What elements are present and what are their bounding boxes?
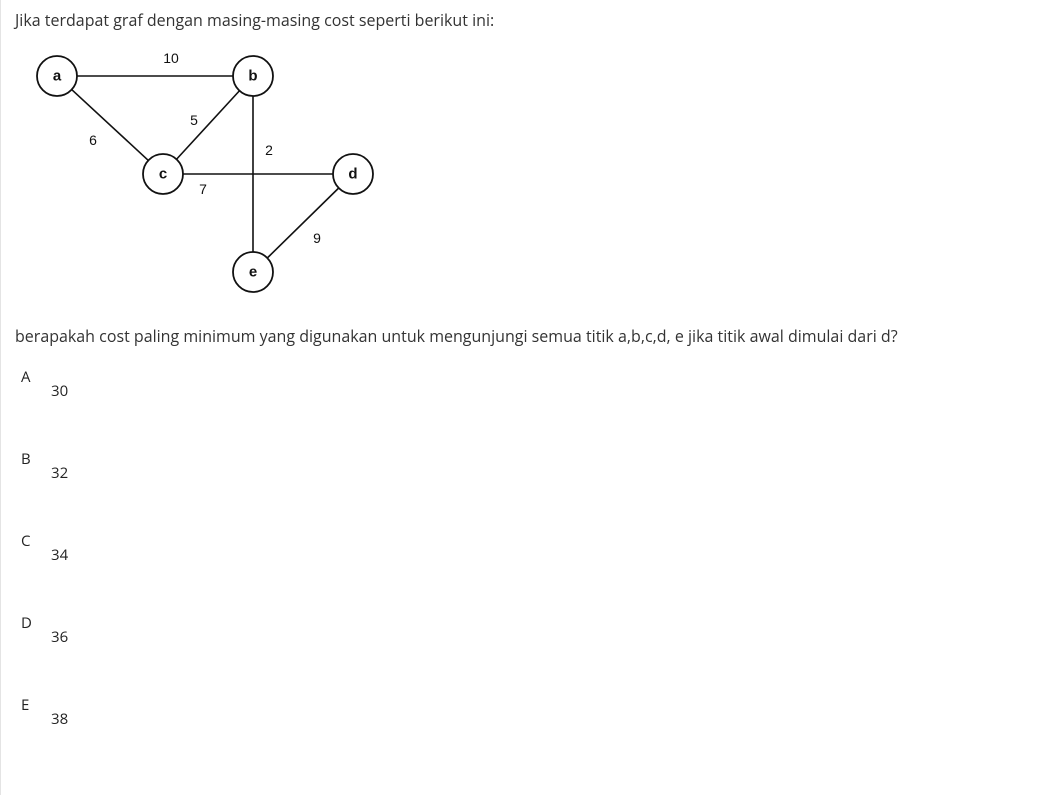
answer-options: A30 B32 C34 D36 E38 — [21, 365, 1026, 729]
graph-edge — [267, 188, 338, 258]
graph-node-label: c — [159, 166, 167, 183]
answer-option[interactable]: E38 — [21, 693, 1026, 729]
graph-edge-cost: 5 — [190, 112, 198, 128]
answer-option-letter: E — [21, 693, 45, 715]
answer-option-value: 32 — [45, 447, 68, 483]
answer-option-letter: C — [21, 529, 45, 551]
answer-option[interactable]: D36 — [21, 611, 1026, 647]
graph-edge — [72, 90, 149, 161]
answer-option[interactable]: B32 — [21, 447, 1026, 483]
answer-option-letter: A — [21, 365, 45, 387]
graph-edge-cost: 2 — [265, 142, 273, 158]
graph-edge — [177, 91, 240, 160]
answer-option[interactable]: A30 — [21, 365, 1026, 401]
question-page: Jika terdapat graf dengan masing-masing … — [0, 0, 1038, 795]
graph-node-label: a — [53, 68, 62, 85]
answer-option-value: 38 — [45, 693, 68, 729]
graph-node-label: e — [249, 264, 257, 281]
answer-option-letter: D — [21, 611, 45, 633]
question-intro: Jika terdapat graf dengan masing-masing … — [15, 8, 1026, 32]
answer-option-value: 36 — [45, 611, 68, 647]
question-prompt: berapakah cost paling minimum yang digun… — [15, 325, 1026, 347]
graph-figure: 10 6 5 2 7 9 a b c d e — [21, 40, 1026, 305]
answer-option[interactable]: C34 — [21, 529, 1026, 565]
graph-edge-cost: 6 — [89, 132, 97, 148]
graph-node-label: b — [248, 68, 257, 85]
graph-edge-cost: 10 — [163, 50, 179, 66]
graph-svg: 10 6 5 2 7 9 a b c d e — [21, 40, 401, 300]
graph-node-label: d — [348, 166, 357, 183]
graph-edge-cost: 9 — [313, 230, 321, 246]
answer-option-letter: B — [21, 447, 45, 469]
graph-edge-cost: 7 — [199, 181, 207, 197]
answer-option-value: 34 — [45, 529, 68, 565]
answer-option-value: 30 — [45, 365, 68, 401]
